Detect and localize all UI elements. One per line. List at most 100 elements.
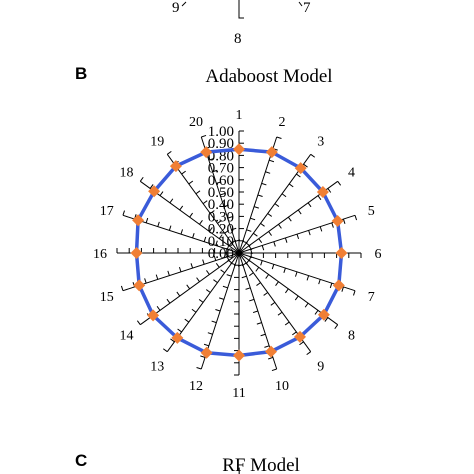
category-label: 16	[93, 247, 107, 262]
axis-tick-mark	[274, 203, 280, 207]
axis-tick-mark	[168, 225, 172, 231]
axis-tick-mark	[227, 216, 233, 219]
axis-tick-mark	[260, 222, 265, 227]
axis-tick-mark	[210, 210, 215, 214]
axis-tick-mark	[217, 220, 222, 224]
axis-tick-mark	[178, 266, 182, 273]
axis-tick-mark	[162, 348, 168, 353]
axis-tick-mark	[292, 331, 297, 336]
category-label: 12	[189, 379, 203, 394]
axis-tick-mark	[250, 217, 256, 221]
data-point-marker	[335, 247, 348, 259]
category-label: 10	[275, 379, 289, 394]
category-label: 1	[236, 108, 243, 123]
axis-tick-mark	[294, 295, 299, 301]
axis-tick-mark	[278, 224, 282, 229]
data-point-marker	[317, 308, 330, 321]
fragment-tick	[181, 1, 187, 7]
data-point-marker	[148, 185, 161, 198]
axis-tick-mark	[329, 283, 333, 289]
axis-tick-mark	[216, 181, 222, 184]
axis-tick-mark	[334, 324, 339, 330]
axis-tick-mark	[155, 274, 159, 280]
data-point-marker	[200, 346, 213, 359]
radial-tick-label: 0.00	[208, 246, 234, 262]
axis-tick-mark	[306, 275, 310, 281]
axis-tick-mark	[304, 302, 309, 308]
axis-tick-mark	[263, 292, 268, 296]
axis-tick-mark	[342, 218, 346, 224]
data-point-marker	[233, 143, 245, 156]
axis-tick-mark	[196, 367, 202, 370]
axis-tick-mark	[288, 183, 294, 188]
axis-tick-mark	[253, 206, 259, 209]
axis-tick-mark	[337, 180, 342, 186]
axis-tick-mark	[208, 158, 214, 161]
data-point-marker	[332, 279, 345, 292]
axis-tick-mark	[260, 333, 266, 337]
axis-tick-mark	[145, 217, 149, 223]
category-label: 9	[317, 359, 324, 374]
data-point-marker	[132, 214, 145, 227]
category-label: 14	[120, 329, 134, 344]
category-label: 2	[278, 115, 285, 130]
radial-tick-label: 0.90	[208, 136, 234, 152]
axis-tick-mark	[314, 310, 319, 315]
axis-tick-mark	[287, 216, 292, 222]
axis-tick-mark	[253, 232, 258, 237]
radial-tick-label: 1.00	[208, 124, 234, 140]
axis-tick-mark	[213, 279, 218, 284]
panel-letter-c: C	[75, 451, 87, 470]
fragment-label-8: 8	[234, 31, 242, 47]
radar-chart: 0.000.100.200.300.400.500.600.700.800.90…	[93, 108, 382, 401]
axis-tick-mark	[294, 271, 298, 277]
axis-tick-mark	[122, 210, 125, 216]
radial-tick-label: 0.40	[208, 197, 234, 213]
data-point-marker	[265, 345, 277, 358]
axis-tick-mark	[207, 332, 213, 335]
axis-tick-mark	[218, 234, 223, 239]
data-point-marker	[316, 186, 329, 198]
axis-tick-mark	[201, 134, 207, 138]
panel-c-first-axis-label: 1	[236, 464, 243, 474]
axis-tick-mark	[215, 308, 221, 312]
axis-tick-mark	[202, 259, 205, 265]
radial-tick-label: 0.70	[208, 161, 234, 177]
axis-tick-mark	[319, 226, 323, 232]
axis-tick-mark	[331, 222, 334, 228]
axis-tick-mark	[191, 308, 197, 313]
axis-tick-mark	[269, 159, 275, 163]
axis-tick-mark	[281, 193, 287, 198]
data-point-marker	[294, 330, 306, 343]
axis-tick-mark	[273, 241, 276, 247]
axis-tick-mark	[268, 356, 274, 360]
axis-tick-mark	[317, 195, 322, 200]
axis-tick-mark	[256, 322, 262, 325]
axis-tick-mark	[220, 269, 225, 274]
category-label: 4	[348, 165, 355, 180]
axis-tick-mark	[260, 260, 263, 266]
axis-tick-mark	[208, 227, 213, 232]
axis-tick-mark	[184, 318, 190, 323]
axis-tick-mark	[275, 281, 279, 287]
category-label: 8	[348, 329, 355, 344]
data-point-marker	[200, 146, 213, 159]
axis-tick-mark	[271, 368, 277, 372]
axis-tick-mark	[310, 153, 316, 158]
axis-tick-mark	[136, 320, 141, 326]
axis-tick-mark	[296, 173, 301, 178]
axis-tick-mark	[180, 229, 184, 235]
category-label: 18	[120, 165, 134, 180]
axis-tick-mark	[255, 267, 260, 272]
axis-tick-mark	[206, 270, 210, 275]
axis-tick-mark	[327, 188, 332, 193]
axis-tick-mark	[166, 150, 172, 155]
axis-tick-mark	[198, 299, 204, 303]
axis-tick-mark	[205, 289, 211, 293]
axis-tick-mark	[249, 298, 255, 302]
axis-tick-mark	[252, 310, 259, 314]
axis-tick-mark	[159, 191, 164, 196]
axis-tick-mark	[308, 230, 311, 236]
axis-tick-mark	[270, 301, 276, 306]
axis-tick-mark	[222, 285, 228, 289]
